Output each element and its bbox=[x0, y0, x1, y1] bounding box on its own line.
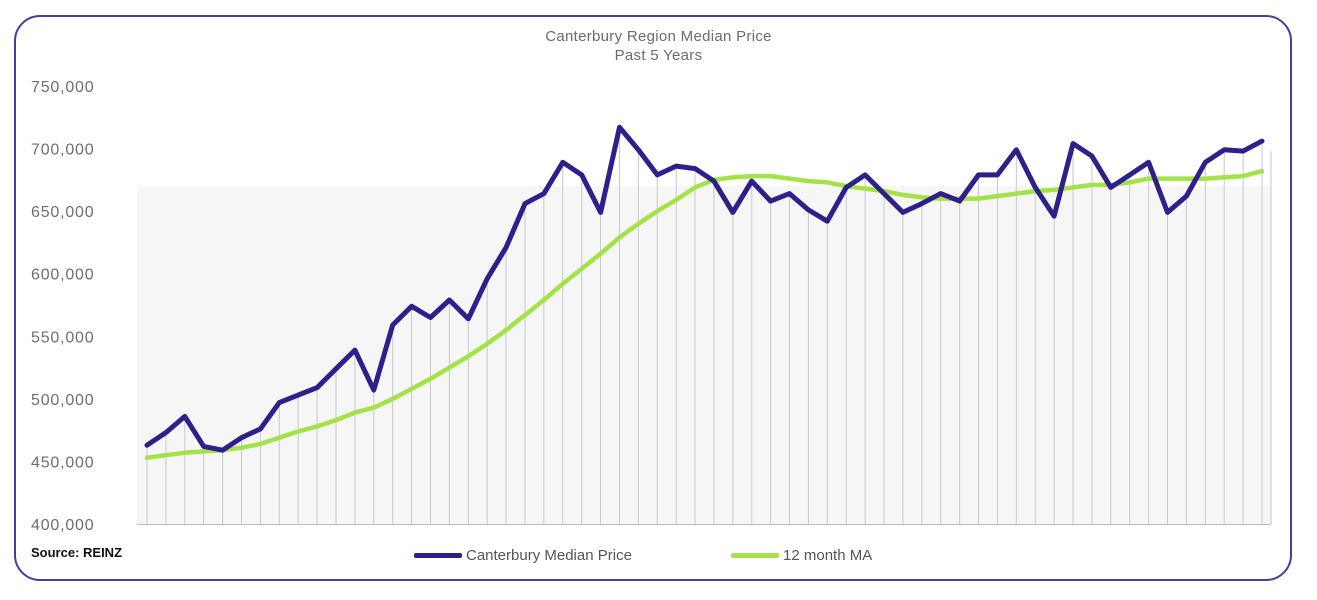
y-tick-label: 400,000 bbox=[31, 517, 94, 534]
legend-item-ma: 12 month MA bbox=[731, 547, 872, 564]
legend-swatch-median bbox=[414, 553, 462, 558]
y-tick-label: 550,000 bbox=[31, 329, 94, 346]
y-tick-label: 500,000 bbox=[31, 392, 94, 409]
plot-background bbox=[137, 186, 1272, 524]
y-tick-label: 450,000 bbox=[31, 454, 94, 471]
source-note: Source: REINZ bbox=[31, 545, 123, 560]
legend-swatch-ma bbox=[731, 553, 779, 558]
series-line-median-price bbox=[144, 124, 1265, 453]
legend-label-ma: 12 month MA bbox=[783, 547, 873, 564]
y-tick-label: 700,000 bbox=[31, 142, 94, 159]
y-tick-label: 750,000 bbox=[31, 79, 94, 96]
y-tick-label: 600,000 bbox=[31, 267, 94, 284]
legend-item-median: Canterbury Median Price bbox=[414, 547, 632, 564]
series-line-12-month-ma bbox=[144, 168, 1265, 460]
y-tick-label: 650,000 bbox=[31, 204, 94, 221]
legend-label-median: Canterbury Median Price bbox=[466, 547, 632, 564]
chart-subtitle: Past 5 Years bbox=[614, 47, 703, 64]
chart-title: Canterbury Region Median Price bbox=[545, 28, 772, 45]
